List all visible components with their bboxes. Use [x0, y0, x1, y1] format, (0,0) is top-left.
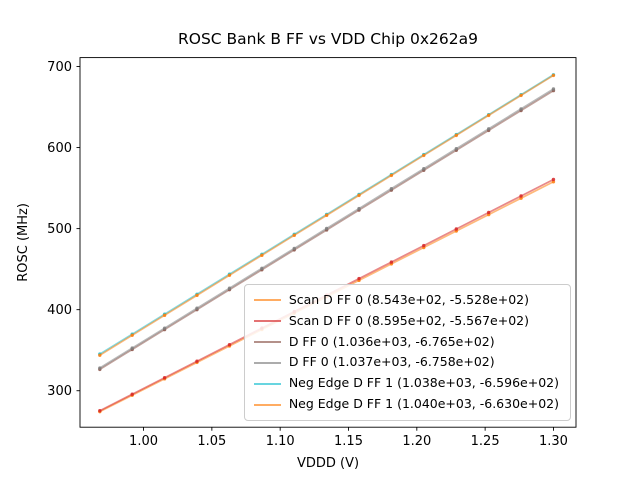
data-point: [519, 194, 523, 198]
data-point: [389, 260, 394, 264]
x-axis-label: VDDD (V): [297, 456, 359, 471]
data-point: [195, 306, 199, 310]
legend-item: Neg Edge D FF 1 (1.038e+03, -6.596e+02): [253, 375, 559, 392]
data-point: [389, 173, 394, 178]
data-point: [519, 107, 523, 111]
data-point: [324, 213, 329, 218]
data-point: [357, 276, 361, 281]
x-tick-label: 1.20: [402, 434, 431, 449]
data-point: [486, 127, 491, 131]
data-point: [422, 167, 426, 171]
data-point: [98, 409, 102, 413]
legend-item: Scan D FF 0 (8.595e+02, -5.567e+02): [253, 312, 559, 330]
data-point: [486, 113, 491, 118]
data-point: [130, 333, 134, 338]
legend-item: D FF 0 (1.036e+03, -6.765e+02): [253, 333, 559, 351]
data-point: [195, 359, 199, 363]
legend-label: Neg Edge D FF 1 (1.038e+03, -6.596e+02): [288, 375, 559, 391]
data-point: [454, 133, 459, 138]
legend-line-swatch: [253, 361, 281, 364]
data-point: [357, 206, 361, 211]
data-point: [260, 253, 264, 258]
data-point: [292, 233, 296, 238]
data-point: [195, 293, 199, 298]
x-tick-label: 1.25: [471, 434, 500, 449]
data-point: [357, 193, 361, 198]
y-tick-label: 400: [47, 303, 72, 318]
data-point: [98, 366, 102, 370]
data-point: [324, 226, 329, 231]
data-point: [551, 177, 556, 182]
legend-line-swatch: [253, 340, 281, 343]
x-tick-label: 1.00: [129, 434, 158, 449]
data-point: [162, 376, 167, 380]
y-tick-label: 700: [47, 60, 72, 75]
chart-title: ROSC Bank B FF vs VDD Chip 0x262a9: [178, 30, 478, 48]
y-axis-label: ROSC (MHz): [16, 203, 31, 282]
y-tick-label: 500: [47, 222, 72, 237]
data-point: [551, 87, 556, 91]
data-point: [130, 346, 134, 350]
legend: Scan D FF 0 (8.543e+02, -5.528e+02) Scan…: [243, 283, 571, 421]
x-tick-label: 1.05: [197, 434, 226, 449]
data-point: [519, 93, 523, 98]
legend-line-swatch: [253, 320, 281, 323]
legend-label: Neg Edge D FF 1 (1.040e+03, -6.630e+02): [288, 396, 559, 412]
data-point: [454, 147, 459, 151]
data-point: [486, 210, 491, 215]
y-tick-label: 600: [47, 141, 72, 156]
x-tick-label: 1.30: [539, 434, 568, 449]
data-point: [454, 227, 459, 231]
data-point: [227, 286, 232, 290]
legend-line-swatch: [253, 403, 281, 406]
legend-label: D FF 0 (1.037e+03, -6.758e+02): [288, 354, 495, 370]
data-point: [389, 186, 394, 191]
data-point: [422, 243, 426, 248]
x-tick-label: 1.15: [334, 434, 363, 449]
data-point: [551, 73, 556, 78]
legend-line-swatch: [253, 382, 281, 385]
x-tick-label: 1.10: [266, 434, 295, 449]
legend-item: D FF 0 (1.037e+03, -6.758e+02): [253, 354, 559, 371]
data-point: [260, 266, 264, 271]
axes-spines: [79, 57, 577, 428]
legend-label: Scan D FF 0 (8.595e+02, -5.567e+02): [288, 312, 529, 328]
legend-label: D FF 0 (1.036e+03, -6.765e+02): [288, 333, 495, 349]
data-point: [227, 273, 232, 277]
legend-item: Neg Edge D FF 1 (1.040e+03, -6.630e+02): [253, 396, 559, 413]
data-point: [227, 342, 232, 347]
data-point: [162, 313, 167, 318]
data-point: [422, 153, 426, 158]
legend-line-swatch: [253, 299, 281, 302]
data-point: [162, 326, 167, 330]
data-point: [130, 392, 134, 396]
legend-label: Scan D FF 0 (8.543e+02, -5.528e+02): [288, 291, 529, 307]
legend-item: Scan D FF 0 (8.543e+02, -5.528e+02): [253, 291, 559, 309]
y-tick-label: 300: [47, 384, 72, 399]
data-point: [292, 246, 296, 251]
data-point: [98, 353, 102, 357]
